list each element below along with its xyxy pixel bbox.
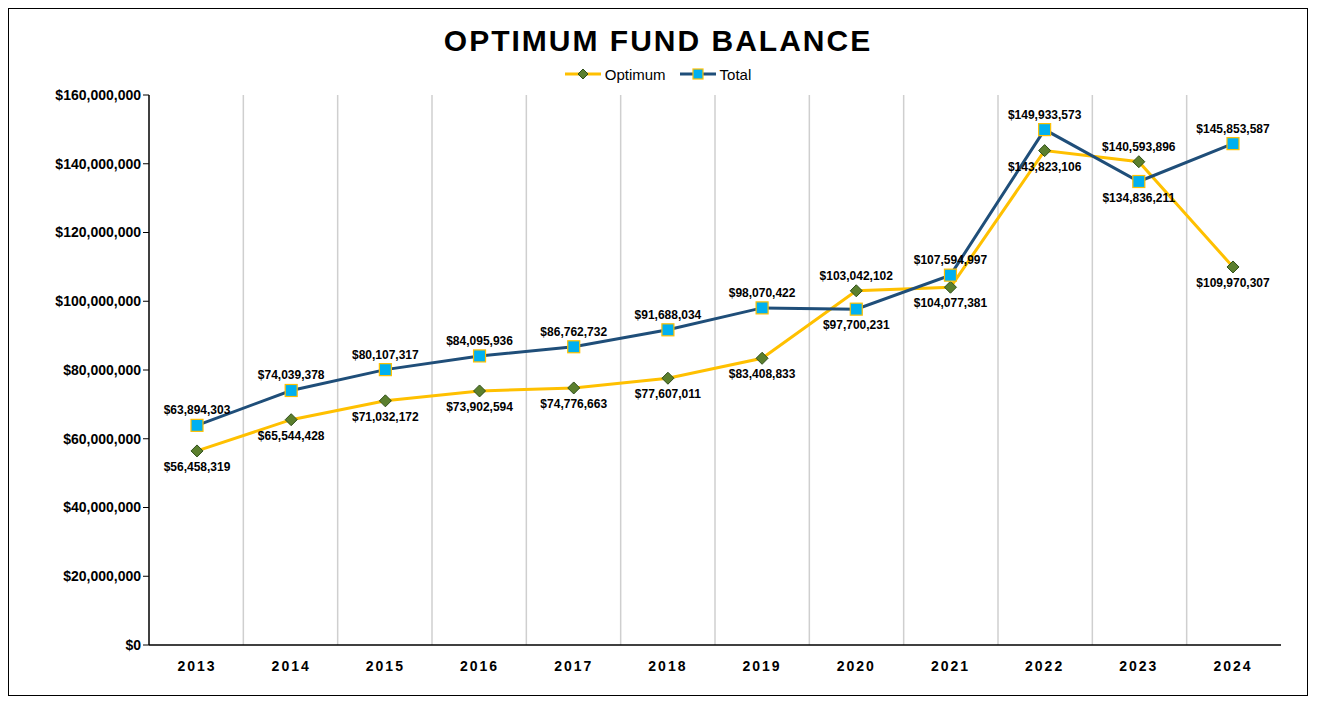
svg-text:$103,042,102: $103,042,102: [820, 269, 894, 283]
svg-text:$107,594,997: $107,594,997: [914, 253, 988, 267]
svg-text:2018: 2018: [648, 658, 687, 674]
svg-text:$160,000,000: $160,000,000: [55, 87, 141, 103]
svg-text:$63,894,303: $63,894,303: [164, 403, 231, 417]
html-text:Total: Total: [719, 65, 752, 83]
svg-text:$149,933,573: $149,933,573: [1008, 108, 1082, 122]
svg-text:$91,688,034: $91,688,034: [635, 308, 702, 322]
svg-text:2020: 2020: [837, 658, 876, 674]
svg-text:$104,077,381: $104,077,381: [914, 296, 988, 310]
svg-text:$77,607,011: $77,607,011: [635, 387, 701, 401]
svg-text:$65,544,428: $65,544,428: [258, 429, 325, 443]
svg-text:$40,000,000: $40,000,000: [63, 499, 141, 515]
html-text:OPTIMUM FUND BALANCE: OPTIMUM FUND BALANCE: [443, 24, 873, 57]
svg-text:$140,000,000: $140,000,000: [55, 156, 141, 172]
svg-text:$73,902,594: $73,902,594: [446, 400, 513, 414]
svg-text:$109,970,307: $109,970,307: [1196, 276, 1270, 290]
svg-text:$100,000,000: $100,000,000: [55, 293, 141, 309]
svg-text:$80,000,000: $80,000,000: [63, 362, 141, 378]
svg-text:2019: 2019: [743, 658, 782, 674]
svg-text:$60,000,000: $60,000,000: [63, 431, 141, 447]
svg-text:$143,823,106: $143,823,106: [1008, 160, 1082, 174]
svg-text:$20,000,000: $20,000,000: [63, 568, 141, 584]
svg-text:2014: 2014: [272, 658, 311, 674]
svg-text:$74,039,378: $74,039,378: [258, 368, 325, 382]
svg-text:$83,408,833: $83,408,833: [729, 367, 796, 381]
svg-text:2023: 2023: [1119, 658, 1158, 674]
svg-text:2021: 2021: [931, 658, 970, 674]
svg-text:2024: 2024: [1213, 658, 1252, 674]
html-text:Optimum: Optimum: [604, 65, 666, 83]
svg-text:2022: 2022: [1025, 658, 1064, 674]
svg-text:$56,458,319: $56,458,319: [164, 460, 231, 474]
svg-text:$84,095,936: $84,095,936: [446, 334, 513, 348]
svg-text:$86,762,732: $86,762,732: [540, 325, 607, 339]
svg-text:2013: 2013: [177, 658, 216, 674]
svg-text:$97,700,231: $97,700,231: [823, 318, 890, 332]
svg-text:2016: 2016: [460, 658, 499, 674]
svg-text:$0: $0: [125, 637, 141, 653]
svg-text:$98,070,422: $98,070,422: [729, 286, 796, 300]
svg-text:2015: 2015: [366, 658, 405, 674]
svg-text:$120,000,000: $120,000,000: [55, 224, 141, 240]
svg-text:$145,853,587: $145,853,587: [1196, 122, 1270, 136]
svg-text:$140,593,896: $140,593,896: [1102, 140, 1176, 154]
svg-text:$74,776,663: $74,776,663: [540, 397, 607, 411]
svg-text:2017: 2017: [554, 658, 593, 674]
svg-text:$80,107,317: $80,107,317: [352, 348, 419, 362]
svg-text:$134,836,211: $134,836,211: [1102, 191, 1175, 205]
svg-text:$71,032,172: $71,032,172: [352, 410, 419, 424]
